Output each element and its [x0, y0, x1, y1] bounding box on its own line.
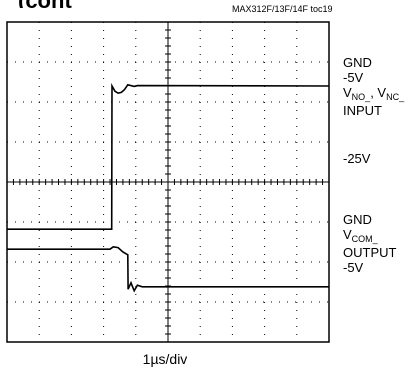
- label-vno-vnc: VNO_, VNC_: [343, 85, 405, 102]
- label-vcom: VCOM_: [343, 227, 378, 244]
- label-gnd-bottom: GND: [343, 212, 372, 227]
- label-input: INPUT: [343, 103, 382, 118]
- traces: [7, 82, 330, 293]
- label-output: OUTPUT: [343, 245, 397, 260]
- label-gnd-top: GND: [343, 55, 372, 70]
- graticule: [7, 22, 329, 342]
- timebase-label: 1µs/div: [142, 351, 188, 367]
- label-minus5v-bottom: -5V: [343, 260, 364, 275]
- label-minus5v-top: -5V: [343, 70, 364, 85]
- title-fragment: (cont: [18, 0, 72, 8]
- trace-2: [7, 245, 329, 293]
- page-title: (cont: [0, 0, 415, 8]
- label-minus25v: -25V: [343, 151, 371, 166]
- figure-tag: MAX312F/13F/14F toc19: [232, 4, 333, 14]
- trace-1: [7, 82, 330, 230]
